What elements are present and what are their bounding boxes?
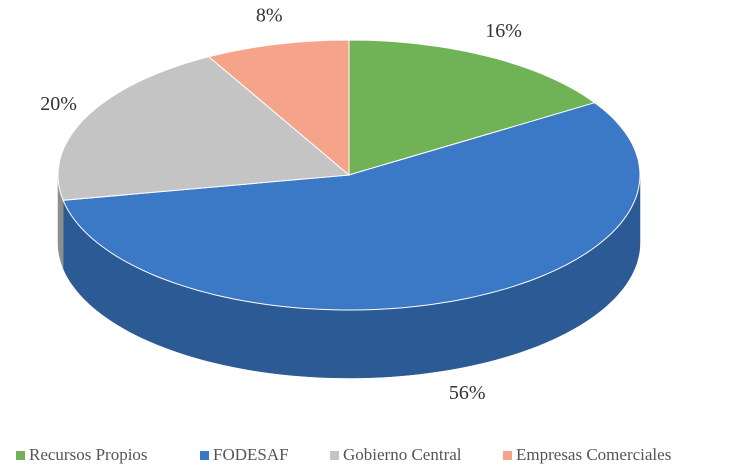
data-label: 8%	[256, 5, 283, 27]
legend-swatch	[503, 451, 512, 460]
slice	[62, 102, 641, 311]
data-label: 56%	[449, 382, 486, 404]
data-label: 20%	[40, 93, 77, 115]
legend-label: FODESAF	[213, 445, 289, 464]
legend-label: Empresas Comerciales	[516, 445, 671, 464]
legend-swatch	[16, 451, 25, 460]
legend-swatch	[330, 451, 339, 460]
slice	[207, 39, 350, 177]
legend-label: Gobierno Central	[343, 445, 462, 464]
legend-swatch	[200, 451, 209, 460]
slice	[57, 56, 351, 201]
legend-label: Recursos Propios	[29, 445, 148, 464]
data-label: 16%	[485, 20, 522, 42]
slice	[348, 39, 596, 176]
